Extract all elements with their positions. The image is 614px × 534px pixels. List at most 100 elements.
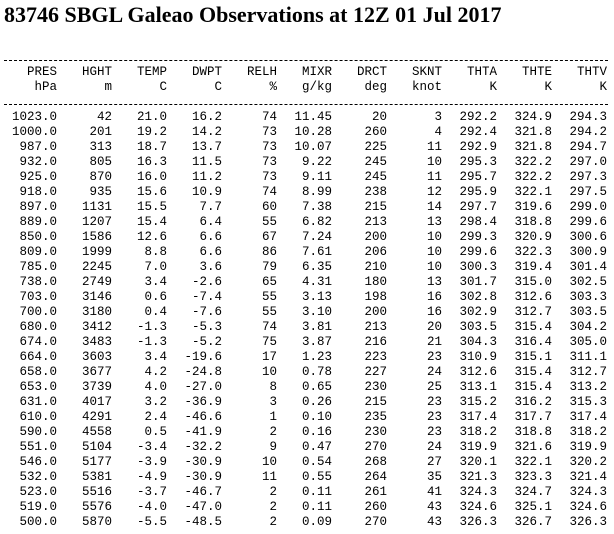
- data-cell: -24.8: [184, 365, 222, 379]
- data-cell: 1586: [81, 230, 112, 244]
- data-cell: 60: [261, 200, 277, 214]
- data-cell: 8.99: [301, 185, 332, 199]
- data-cell: 225: [364, 140, 387, 154]
- data-cell: 73: [261, 140, 277, 154]
- data-cell: 11.5: [191, 155, 222, 169]
- data-cell: 216: [364, 335, 387, 349]
- data-cell: 3146: [81, 290, 112, 304]
- data-cell: 324.3: [569, 485, 607, 499]
- data-cell: 703.0: [19, 290, 57, 304]
- column-unit: knot: [411, 80, 442, 94]
- data-cell: 7.24: [301, 230, 332, 244]
- data-cell: 43: [426, 500, 442, 514]
- data-cell: 295.7: [459, 170, 497, 184]
- data-cell: 318.8: [514, 215, 552, 229]
- table-body: 1023.0 42 21.0 16.2 74 11.45 20 3 292.2 324.9 294.…: [2, 110, 607, 530]
- data-cell: 324.9: [514, 110, 552, 124]
- data-cell: -3.4: [136, 440, 167, 454]
- data-cell: 235: [364, 410, 387, 424]
- data-cell: 315.4: [514, 365, 552, 379]
- data-cell: 297.7: [459, 200, 497, 214]
- data-row: 658.0 3677 4.2 -24.8 10 0.78 227 24 312.6 315.4 31…: [2, 365, 607, 380]
- data-cell: 326.3: [459, 515, 497, 529]
- page-title: 83746 SBGL Galeao Observations at 12Z 01…: [4, 2, 502, 27]
- data-cell: -48.5: [184, 515, 222, 529]
- data-cell: 0.6: [144, 290, 167, 304]
- data-cell: 301.4: [569, 260, 607, 274]
- data-cell: 304.2: [569, 320, 607, 334]
- data-cell: 261: [364, 485, 387, 499]
- data-cell: 215: [364, 395, 387, 409]
- data-cell: 73: [261, 155, 277, 169]
- column-name: PRES: [26, 65, 57, 79]
- data-cell: 4017: [81, 395, 112, 409]
- data-cell: 303.5: [459, 320, 497, 334]
- data-cell: 321.8: [514, 140, 552, 154]
- data-cell: 2: [269, 485, 277, 499]
- data-row: 590.0 4558 0.5 -41.9 2 0.16 230 23 318.2 318.8 318…: [2, 425, 607, 440]
- data-cell: 321.6: [514, 440, 552, 454]
- data-cell: 55: [261, 305, 277, 319]
- data-cell: 320.9: [514, 230, 552, 244]
- separator: [4, 104, 608, 105]
- column-unit: hPa: [34, 80, 57, 94]
- data-cell: 43: [426, 515, 442, 529]
- data-cell: 302.5: [569, 275, 607, 289]
- data-cell: 3.4: [144, 350, 167, 364]
- data-cell: 3: [434, 110, 442, 124]
- data-cell: 21.0: [136, 110, 167, 124]
- data-cell: 6.6: [199, 230, 222, 244]
- column-unit: deg: [364, 80, 387, 94]
- data-cell: 10.9: [191, 185, 222, 199]
- data-cell: 680.0: [19, 320, 57, 334]
- data-cell: 230: [364, 380, 387, 394]
- data-cell: 245: [364, 170, 387, 184]
- data-row: 631.0 4017 3.2 -36.9 3 0.26 215 23 315.2 316.2 315…: [2, 395, 607, 410]
- data-cell: 3.10: [301, 305, 332, 319]
- data-cell: 200: [364, 230, 387, 244]
- column-name: RELH: [246, 65, 277, 79]
- data-cell: 264: [364, 470, 387, 484]
- data-cell: 198: [364, 290, 387, 304]
- data-row: 897.0 1131 15.5 7.7 60 7.38 215 14 297.7 319.6 299…: [2, 200, 607, 215]
- data-cell: 310.9: [459, 350, 497, 364]
- data-cell: 4558: [81, 425, 112, 439]
- data-cell: 3.13: [301, 290, 332, 304]
- data-cell: 0.54: [301, 455, 332, 469]
- data-cell: 700.0: [19, 305, 57, 319]
- data-cell: 321.4: [569, 470, 607, 484]
- data-cell: 319.6: [514, 200, 552, 214]
- data-cell: 3412: [81, 320, 112, 334]
- data-cell: -2.6: [191, 275, 222, 289]
- data-cell: 15.6: [136, 185, 167, 199]
- data-cell: 294.7: [569, 140, 607, 154]
- data-cell: 870: [89, 170, 112, 184]
- data-cell: -30.9: [184, 470, 222, 484]
- data-cell: -5.3: [191, 320, 222, 334]
- column-name: THTE: [521, 65, 552, 79]
- data-cell: 0.09: [301, 515, 332, 529]
- data-row: 519.0 5576 -4.0 -47.0 2 0.11 260 43 324.6 325.1 32…: [2, 500, 607, 515]
- data-row: 674.0 3483 -1.3 -5.2 75 3.87 216 21 304.3 316.4 30…: [2, 335, 607, 350]
- data-cell: 0.78: [301, 365, 332, 379]
- data-cell: 16: [426, 305, 442, 319]
- data-cell: 260: [364, 500, 387, 514]
- column-unit: K: [489, 80, 497, 94]
- data-cell: 315.0: [514, 275, 552, 289]
- data-cell: -46.7: [184, 485, 222, 499]
- data-cell: 322.3: [514, 245, 552, 259]
- data-cell: 13.7: [191, 140, 222, 154]
- data-cell: 0.4: [144, 305, 167, 319]
- data-cell: 23: [426, 350, 442, 364]
- data-cell: 260: [364, 125, 387, 139]
- data-cell: 74: [261, 185, 277, 199]
- data-cell: 75: [261, 335, 277, 349]
- data-cell: 320.2: [569, 455, 607, 469]
- data-cell: 24: [426, 440, 442, 454]
- data-cell: 0.5: [144, 425, 167, 439]
- data-cell: 74: [261, 110, 277, 124]
- column-name: DWPT: [191, 65, 222, 79]
- data-row: 850.0 1586 12.6 6.6 67 7.24 200 10 299.3 320.9 300…: [2, 230, 607, 245]
- separator: [4, 60, 608, 61]
